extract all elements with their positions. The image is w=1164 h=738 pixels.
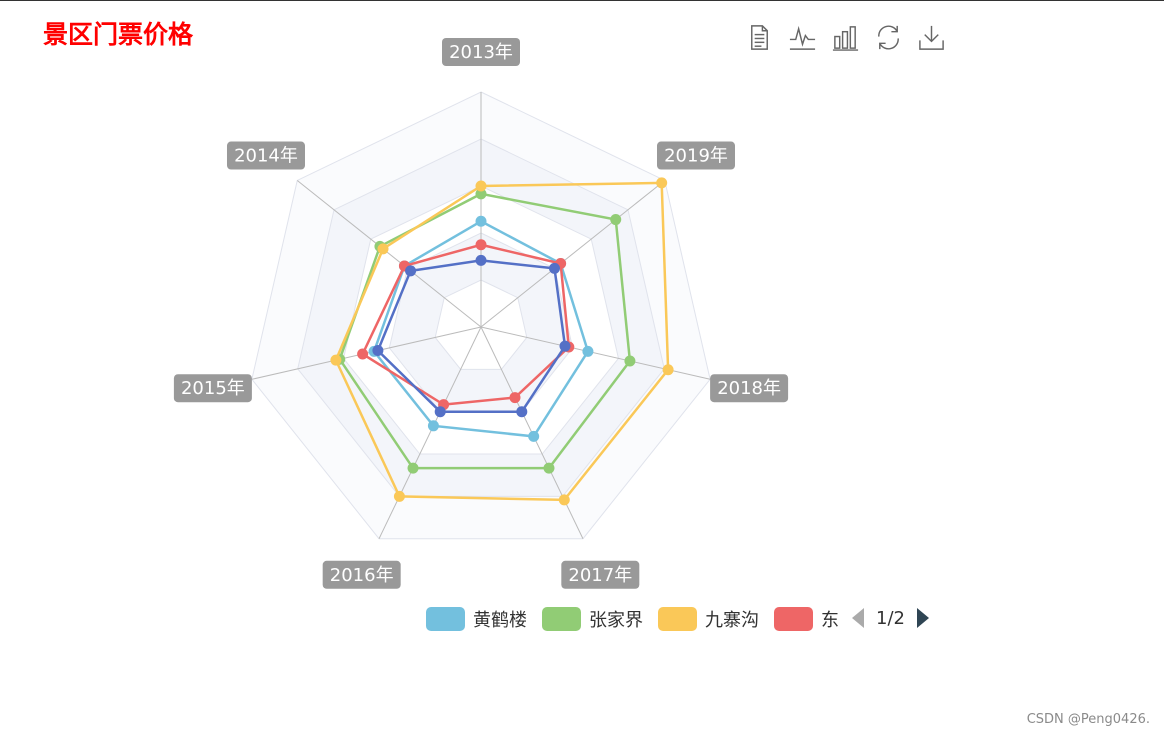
radar-data-point bbox=[407, 462, 419, 474]
download-icon[interactable] bbox=[917, 23, 946, 52]
data-view-icon[interactable] bbox=[745, 23, 774, 52]
radar-axis-label: 2014年 bbox=[226, 141, 305, 170]
radar-axis-label-text: 2017年 bbox=[568, 565, 632, 586]
radar-axis-label-text: 2013年 bbox=[449, 42, 513, 63]
legend-swatch bbox=[774, 607, 813, 631]
radar-data-point bbox=[559, 340, 571, 352]
radar-data-point bbox=[528, 430, 540, 442]
radar-series bbox=[330, 177, 674, 506]
radar-axis-label-bg bbox=[173, 374, 252, 403]
radar-axis-label-bg bbox=[561, 560, 640, 589]
radar-axis-label-text: 2018年 bbox=[717, 378, 781, 399]
radar-data-point bbox=[475, 180, 487, 192]
radar-data-point bbox=[548, 262, 560, 274]
radar-data-point bbox=[434, 406, 446, 418]
radar-data-point bbox=[393, 490, 405, 502]
radar-axis-label: 2017年 bbox=[561, 560, 640, 589]
legend-label: 黄鹤楼 bbox=[473, 610, 527, 631]
radar-axis-label-text: 2014年 bbox=[234, 146, 298, 167]
radar-grid bbox=[251, 91, 711, 540]
radar-axis-label: 2015年 bbox=[173, 374, 252, 403]
legend-pager: 1/2 bbox=[850, 606, 931, 630]
radar-data-point bbox=[475, 239, 487, 251]
radar-data-point bbox=[656, 177, 668, 189]
line-chart-icon[interactable] bbox=[788, 23, 817, 52]
legend: 黄鹤楼 张家界 九寨沟 东 bbox=[426, 605, 846, 633]
legend-swatch bbox=[658, 607, 697, 631]
legend-item[interactable]: 九寨沟 bbox=[658, 606, 759, 632]
restore-icon[interactable] bbox=[874, 23, 903, 52]
bar-chart-icon[interactable] bbox=[831, 23, 860, 52]
toolbox bbox=[745, 23, 946, 52]
radar-axis-label-bg bbox=[710, 374, 789, 403]
radar-axis-labels: 2013年 2019年 2018年 2017年 2016年 2015年 2014年 bbox=[173, 38, 789, 589]
radar-data-point bbox=[624, 355, 636, 367]
radar-axis-label: 2016年 bbox=[322, 560, 401, 589]
legend-label: 张家界 bbox=[589, 610, 643, 631]
legend-item[interactable]: 黄鹤楼 bbox=[426, 606, 527, 632]
radar-data-point bbox=[330, 354, 342, 366]
radar-axis-line bbox=[296, 180, 482, 328]
legend-item[interactable]: 东 bbox=[774, 606, 839, 632]
radar-axis-label-bg bbox=[322, 560, 401, 589]
radar-data-point bbox=[377, 243, 389, 255]
radar-series-line bbox=[338, 192, 632, 470]
radar-data-point bbox=[516, 406, 528, 418]
radar-axis-label: 2019年 bbox=[657, 141, 736, 170]
radar-series-line bbox=[372, 219, 590, 438]
radar-data-point bbox=[509, 392, 521, 404]
radar-series-line bbox=[361, 243, 571, 406]
radar-data-point bbox=[610, 214, 622, 226]
legend-swatch bbox=[542, 607, 581, 631]
legend-next-icon[interactable] bbox=[915, 606, 931, 630]
radar-axis-line bbox=[480, 180, 666, 328]
radar-data-point bbox=[427, 420, 439, 432]
legend-item[interactable]: 张家界 bbox=[542, 606, 643, 632]
radar-data-point bbox=[405, 265, 417, 277]
radar-axis-label-bg bbox=[657, 141, 736, 170]
legend-label: 九寨沟 bbox=[705, 610, 759, 631]
radar-data-point bbox=[558, 494, 570, 506]
radar-axis-line bbox=[378, 326, 482, 539]
legend-prev-icon[interactable] bbox=[850, 606, 866, 630]
radar-data-point bbox=[662, 364, 674, 376]
radar-data-point bbox=[582, 345, 594, 357]
radar-axis-label-bg bbox=[442, 38, 520, 66]
radar-data-point bbox=[475, 188, 487, 200]
radar-data-point bbox=[372, 345, 384, 357]
radar-data-point bbox=[475, 254, 487, 266]
radar-axis-label: 2018年 bbox=[710, 374, 789, 403]
radar-axis-label-text: 2015年 bbox=[181, 378, 245, 399]
radar-axis-label-bg bbox=[226, 141, 305, 170]
radar-axis-label-text: 2016年 bbox=[330, 565, 394, 586]
legend-label: 东 bbox=[821, 610, 839, 631]
legend-swatch bbox=[426, 607, 465, 631]
watermark: CSDN @Peng0426. bbox=[1026, 712, 1150, 727]
radar-series-line bbox=[334, 181, 670, 502]
radar-series-line bbox=[376, 259, 567, 413]
radar-data-point bbox=[475, 215, 487, 227]
chart-title: 景区门票价格 bbox=[43, 20, 194, 49]
legend-items: 黄鹤楼 张家界 九寨沟 东 bbox=[426, 606, 846, 632]
radar-axis-label-text: 2019年 bbox=[664, 146, 728, 167]
radar-axis-label: 2013年 bbox=[442, 38, 520, 66]
legend-page-info: 1/2 bbox=[876, 607, 905, 629]
radar-data-point bbox=[543, 462, 555, 474]
radar-data-point bbox=[357, 348, 369, 360]
